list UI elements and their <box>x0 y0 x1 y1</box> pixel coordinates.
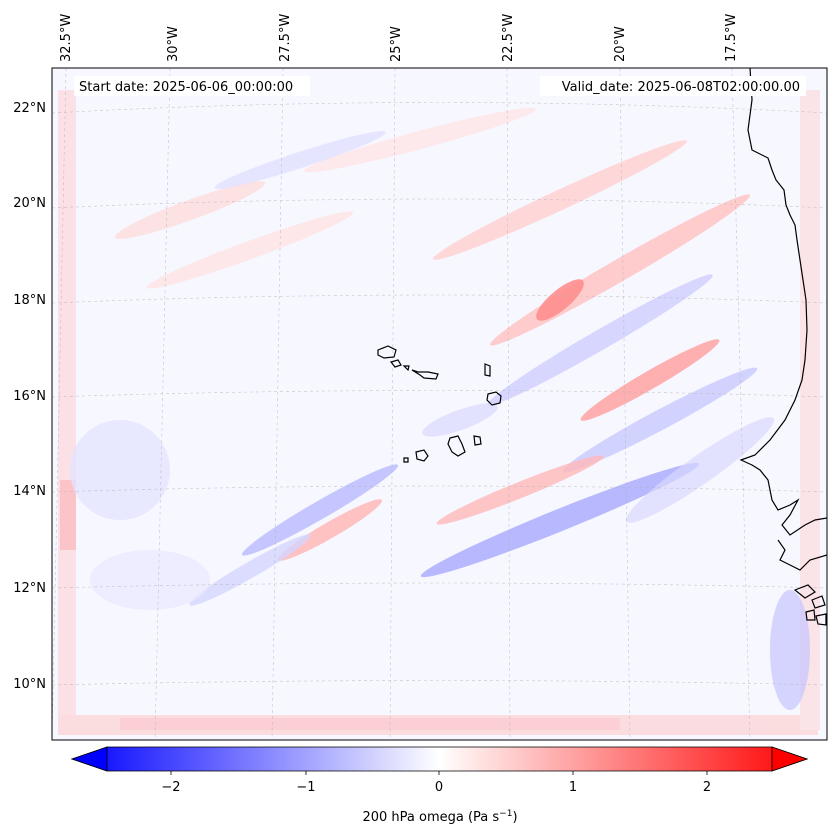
lat-label-10n: 10°N <box>13 677 46 692</box>
colorbar-max-arrow <box>771 746 809 772</box>
omega-field <box>70 107 810 710</box>
colorbar-tick-neg1: −1 <box>296 780 315 795</box>
island-santo-antao <box>377 345 397 359</box>
colorbar-label-end: ) <box>512 810 517 825</box>
island-santiago <box>447 435 466 457</box>
island-maio <box>473 435 482 446</box>
latitude-labels: 22°N 20°N 18°N 16°N 14°N 12°N 10°N <box>13 101 46 692</box>
island-boa-vista <box>486 391 502 406</box>
lon-label-27-5w: 27.5°W <box>278 14 293 62</box>
island-fogo <box>415 449 429 462</box>
lon-label-20w: 20°W <box>613 26 628 62</box>
coastlines <box>377 68 827 626</box>
colorbar-label: 200 hPa omega (Pa s−1) <box>362 809 517 825</box>
colorbar-tick-1: 1 <box>569 780 577 795</box>
colorbar-label-exponent: −1 <box>499 809 512 819</box>
island-sal <box>484 363 491 377</box>
lat-label-14n: 14°N <box>13 484 46 499</box>
colorbar-min-arrow <box>70 746 108 772</box>
island-santa-luzia <box>402 365 410 372</box>
lon-label-22-5w: 22.5°W <box>501 14 516 62</box>
colorbar-bar <box>70 746 809 772</box>
colorbar-tick-2: 2 <box>703 780 711 795</box>
valid-date-label: Valid_date: 2025-06-08T02:00:00.00 <box>562 80 800 95</box>
lat-label-22n: 22°N <box>13 101 46 116</box>
boundary-zone <box>58 90 820 735</box>
map-frame <box>51 67 828 741</box>
colorbar-label-main: 200 hPa omega (Pa s <box>362 810 499 825</box>
start-date-label: Start date: 2025-06-06_00:00:00 <box>79 80 293 95</box>
bissagos-islands <box>793 584 827 626</box>
graticule <box>52 68 827 740</box>
island-sao-vicente <box>389 359 402 368</box>
lon-label-32-5w: 32.5°W <box>59 14 74 62</box>
start-date-box <box>74 76 310 96</box>
colorbar-tick-0: 0 <box>435 780 443 795</box>
colorbar-tick-neg2: −2 <box>161 780 180 795</box>
africa-coastline <box>739 68 827 536</box>
lat-label-18n: 18°N <box>13 293 46 308</box>
colorbar: −2 −1 0 1 2 200 hPa omega (Pa s−1) <box>70 746 809 825</box>
lon-label-17-5w: 17.5°W <box>724 14 739 62</box>
valid-date-box <box>540 76 806 96</box>
lat-label-20n: 20°N <box>13 196 46 211</box>
africa-coastline-south <box>777 539 827 571</box>
lon-label-30w: 30°W <box>166 26 181 62</box>
map-area: Start date: 2025-06-06_00:00:00 Valid_da… <box>52 68 827 740</box>
lat-label-16n: 16°N <box>13 389 46 404</box>
island-brava <box>403 457 409 463</box>
lon-label-25w: 25°W <box>389 26 404 62</box>
field-background <box>52 68 827 740</box>
longitude-labels: 32.5°W 30°W 27.5°W 25°W 22.5°W 20°W 17.5… <box>59 14 739 62</box>
island-sao-nicolau <box>411 369 439 380</box>
lat-label-12n: 12°N <box>13 581 46 596</box>
